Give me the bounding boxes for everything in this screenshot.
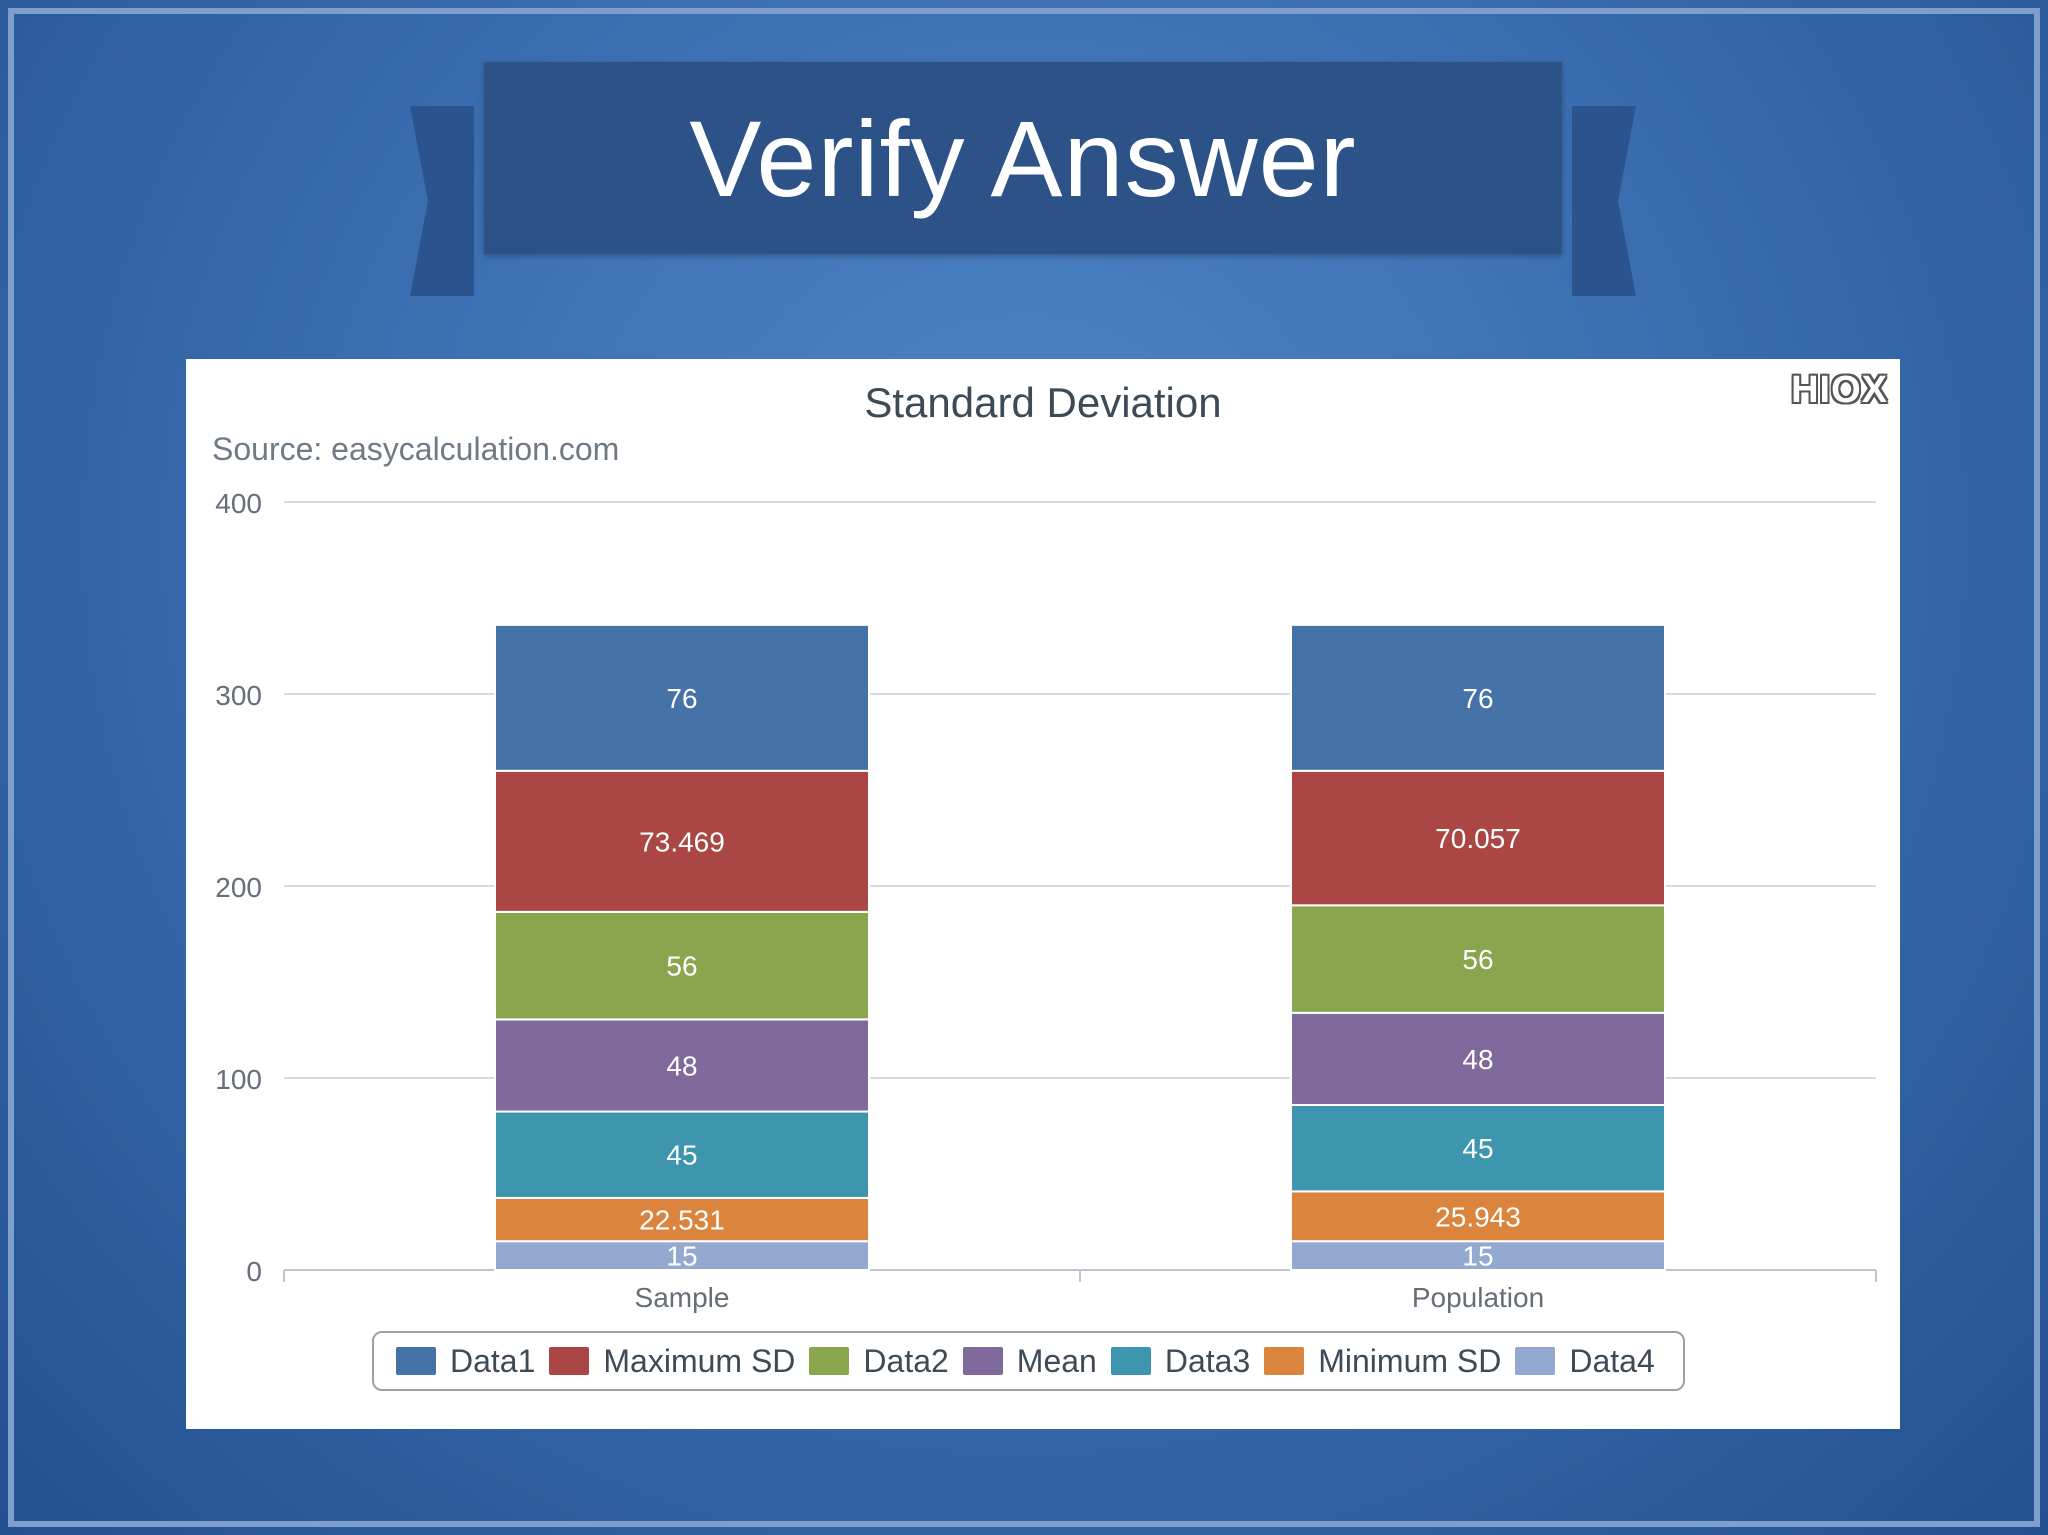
y-tick-label: 300 xyxy=(215,680,262,711)
bar-segment xyxy=(1290,904,1666,1014)
legend-swatch xyxy=(1110,1347,1151,1375)
y-tick-label: 400 xyxy=(215,488,262,519)
data-label: 45 xyxy=(1462,1133,1493,1164)
legend-item[interactable]: Maximum SD xyxy=(549,1343,795,1380)
legend-item[interactable]: Data1 xyxy=(396,1343,535,1380)
legend-item[interactable]: Data3 xyxy=(1110,1342,1251,1380)
bar-segment xyxy=(1290,623,1666,772)
legend-label: Mean xyxy=(1016,1342,1097,1379)
chart-legend: Data1 Maximum SD Data2 Mean Data3 Minimum SD D… xyxy=(372,1331,1685,1391)
legend-item[interactable]: Data2 xyxy=(809,1342,949,1380)
data-label: 45 xyxy=(666,1140,697,1171)
bar-segment xyxy=(1290,1011,1666,1106)
data-label: 22.531 xyxy=(639,1205,725,1236)
data-label: 56 xyxy=(1462,944,1493,975)
bar-segment xyxy=(494,1018,870,1113)
data-label: 48 xyxy=(1462,1044,1493,1075)
bar-segment xyxy=(1290,1103,1666,1193)
legend-item[interactable]: Data4 xyxy=(1515,1342,1655,1380)
slide-frame xyxy=(8,8,2040,1527)
data-label: 48 xyxy=(666,1050,697,1081)
legend-swatch xyxy=(809,1347,850,1375)
data-label: 25.943 xyxy=(1435,1201,1521,1232)
legend-swatch xyxy=(549,1347,590,1375)
bar-segment xyxy=(494,1196,870,1243)
y-tick-label: 100 xyxy=(215,1064,262,1095)
legend-label: Data4 xyxy=(1569,1342,1655,1379)
legend-label: Data1 xyxy=(450,1342,536,1379)
data-label: 76 xyxy=(1462,683,1493,714)
chart-subtitle: Source: easycalculation.com xyxy=(212,431,620,467)
legend-label: Maximum SD xyxy=(603,1342,796,1379)
legend-label: Data2 xyxy=(863,1342,949,1379)
y-tick-label: 0 xyxy=(246,1256,262,1287)
bar-segment xyxy=(494,1110,870,1199)
data-label: 76 xyxy=(666,683,697,714)
data-label: 15 xyxy=(666,1241,697,1272)
hiox-logo: HIOX xyxy=(1791,369,1888,411)
legend-label: Minimum SD xyxy=(1318,1342,1502,1379)
y-tick-label: 200 xyxy=(215,872,262,903)
data-label: 15 xyxy=(1462,1241,1493,1272)
chart-panel: Standard Deviation Source: easycalculati… xyxy=(186,359,1900,1429)
x-category-label: Sample xyxy=(635,1282,730,1313)
bar-segment xyxy=(1290,769,1666,907)
data-label: 70.057 xyxy=(1435,823,1521,854)
data-label: 73.469 xyxy=(639,826,725,857)
legend-swatch xyxy=(1264,1347,1305,1375)
data-label: 56 xyxy=(666,951,697,982)
bar-segment xyxy=(494,910,870,1021)
legend-label: Data3 xyxy=(1164,1342,1251,1379)
x-category-label: Population xyxy=(1412,1282,1544,1313)
chart-title: Standard Deviation xyxy=(864,379,1222,426)
bar-segment xyxy=(1290,1240,1666,1272)
bar-segment xyxy=(494,769,870,913)
bar-segment xyxy=(494,1240,870,1272)
title-banner: Verify Answer xyxy=(484,62,1562,254)
legend-item[interactable]: Minimum SD xyxy=(1264,1343,1501,1380)
legend-swatch xyxy=(962,1347,1003,1375)
stacked-bar-chart: 0 100 200 300 400 15 22.531 45 48 56 73.469 76 Sampl… xyxy=(215,488,1877,1313)
bar-segment xyxy=(494,623,870,772)
legend-swatch xyxy=(396,1347,436,1375)
bar-segment xyxy=(1290,1190,1666,1243)
legend-item[interactable]: Mean xyxy=(962,1342,1097,1380)
slide-title: Verify Answer xyxy=(689,97,1357,219)
legend-swatch xyxy=(1515,1347,1556,1375)
